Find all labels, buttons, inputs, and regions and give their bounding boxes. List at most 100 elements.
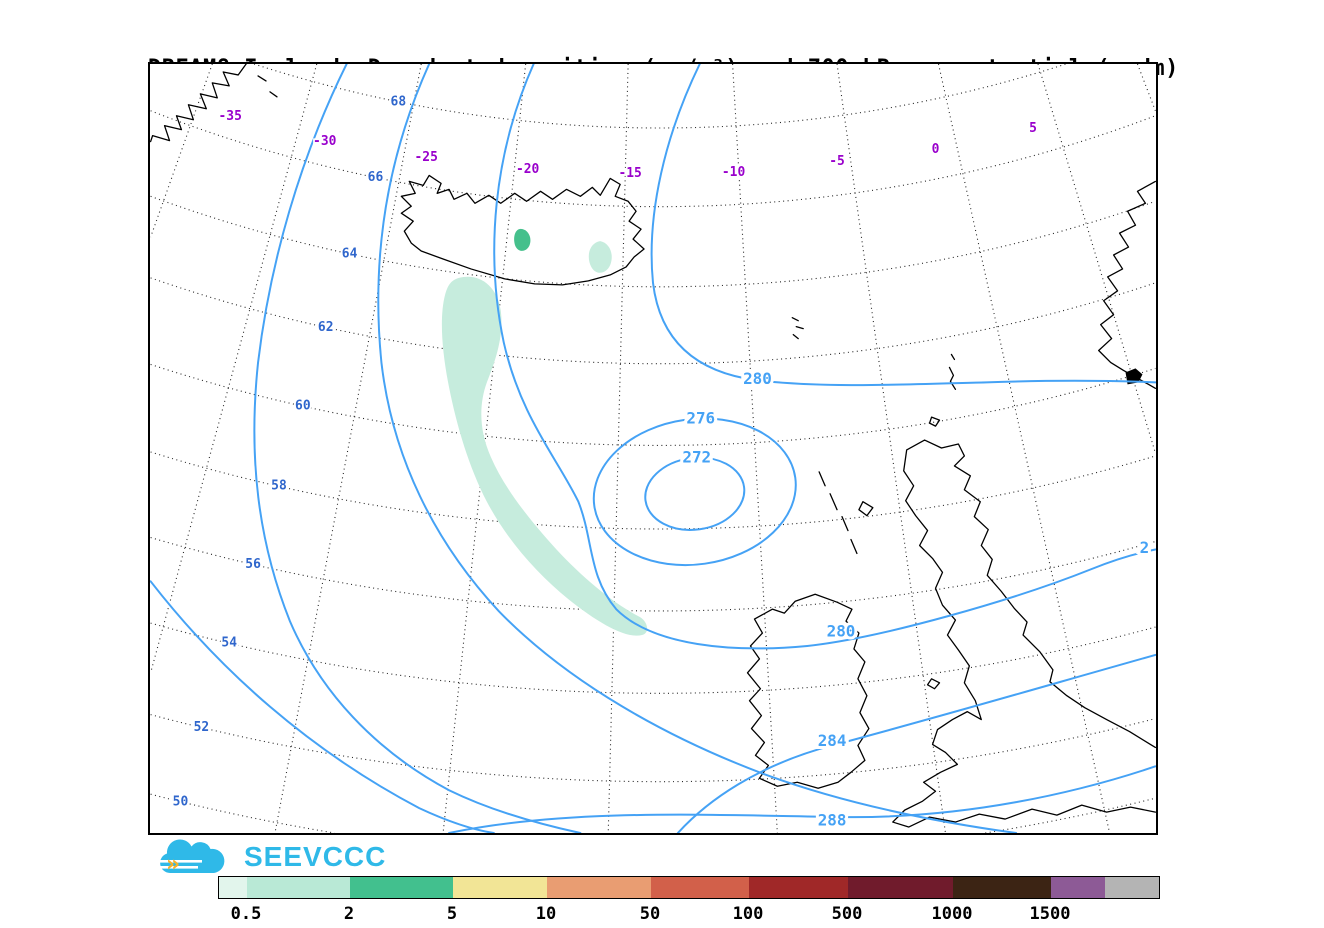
cloud-shape (160, 839, 225, 873)
geopotential-contour-272 (644, 456, 746, 531)
coastline-orkney (928, 416, 941, 427)
dust-spot-green (514, 228, 531, 251)
coastline-norway-fjords (1125, 368, 1143, 385)
longitude-label: -35 (219, 109, 242, 124)
longitude-label: -30 (313, 134, 336, 149)
cloud-stripe (156, 866, 198, 869)
colorbar-tick-label: 50 (639, 904, 661, 924)
longitude-label: 5 (1029, 121, 1037, 136)
deposition-colorbar: 0.5 2 5 10 50 100 500 1000 1500 (218, 876, 1160, 928)
colorbar-segment (749, 877, 848, 898)
latitude-label: 58 (271, 478, 287, 493)
parallel-line (150, 363, 1156, 446)
meridian-line (836, 64, 947, 833)
colorbar-tick-label: 1000 (931, 904, 973, 924)
longitude-label: -10 (722, 165, 745, 180)
colorbar-segment (453, 877, 547, 898)
geopotential-contour (253, 64, 582, 833)
meridian-line (1037, 64, 1156, 454)
geopotential-contour (150, 580, 495, 833)
colorbar-segment (547, 877, 651, 898)
contour-label-284: 284 (818, 731, 847, 750)
coastline-great-britain (892, 439, 1156, 828)
latitude-label: 66 (368, 170, 384, 185)
colorbar-segment (219, 877, 247, 898)
contour-label-edge-partial: 2 (1140, 538, 1150, 557)
colorbar-segment (953, 877, 1051, 898)
parallel-line (253, 64, 1067, 129)
colorbar-segment (651, 877, 749, 898)
parallel-line (150, 793, 335, 833)
colorbar-tick-labels: 0.5 2 5 10 50 100 500 1000 1500 (218, 904, 1158, 928)
latitude-labels: 68 66 64 62 60 58 56 54 52 50 (171, 93, 408, 812)
map-frame: -35 -30 -25 -20 -15 -10 -5 0 5 68 66 64 … (148, 62, 1158, 835)
longitude-label: 0 (932, 142, 940, 157)
coastline-hebrides (818, 471, 874, 555)
seevccc-logo: » SEEVCCC (150, 837, 386, 877)
meridian-line (150, 64, 318, 673)
latitude-label: 60 (295, 399, 311, 414)
seevccc-cloud-icon: » (156, 839, 225, 877)
contour-label-288: 288 (818, 811, 847, 830)
latitude-label: 54 (221, 635, 237, 650)
colorbar-segments (218, 876, 1160, 899)
weather-map: -35 -30 -25 -20 -15 -10 -5 0 5 68 66 64 … (150, 64, 1156, 833)
colorbar-tick-label: 10 (535, 904, 557, 924)
geopotential-contour-280-south (493, 64, 1156, 650)
colorbar-tick-label: 5 (446, 904, 458, 924)
seevccc-logo-text: SEEVCCC (244, 841, 387, 872)
longitude-label: -15 (618, 166, 641, 181)
contour-label-280-north: 280 (743, 369, 772, 388)
meridian-line (274, 64, 422, 833)
contour-label-272: 272 (682, 447, 711, 466)
longitude-labels: -35 -30 -25 -20 -15 -10 -5 0 5 (217, 107, 1039, 182)
dust-plume-area (441, 276, 648, 636)
coastlines-layer (150, 64, 1156, 828)
double-chevron-icon: » (166, 852, 180, 877)
latitude-label: 68 (391, 94, 407, 109)
latitude-label: 50 (173, 795, 189, 810)
graticule-grid (150, 64, 1156, 833)
dust-deposition-layer (441, 228, 648, 636)
geopotential-contour (377, 64, 1018, 833)
colorbar-segment (350, 877, 453, 898)
meridian-line (150, 64, 213, 238)
dust-spot-area (588, 241, 612, 273)
latitude-label: 64 (342, 247, 358, 262)
meridian-line (732, 64, 778, 833)
meridian-line (937, 64, 1111, 833)
parallel-line (150, 622, 1156, 694)
cloud-stripe (156, 860, 202, 863)
geopotential-contour-288 (448, 765, 1156, 833)
latitude-label: 56 (245, 557, 261, 572)
latitude-label: 62 (318, 320, 334, 335)
geopotential-contour-284 (676, 653, 1156, 833)
colorbar-tick-label: 100 (732, 904, 764, 924)
coastline-greenland (150, 64, 278, 143)
colorbar-tick-label: 0.5 (230, 904, 262, 924)
colorbar-segment (1051, 877, 1105, 898)
geopotential-contour-280-north (650, 64, 1156, 387)
colorbar-tick-label: 1500 (1029, 904, 1071, 924)
colorbar-tick-label: 500 (831, 904, 863, 924)
contour-label-280-south: 280 (827, 622, 856, 641)
geopotential-contours-layer (150, 64, 1156, 833)
longitude-label: -5 (829, 154, 845, 169)
coastline-ireland (746, 593, 870, 789)
longitude-label: -25 (415, 150, 438, 165)
contour-label-276: 276 (686, 409, 715, 428)
coastline-shetland (948, 353, 957, 390)
colorbar-tick-label: 2 (343, 904, 355, 924)
colorbar-segment (1105, 877, 1159, 898)
geopotential-contour-276 (592, 417, 797, 567)
coastline-iceland (400, 174, 645, 286)
meridian-line (1136, 64, 1156, 111)
coastline-isle-of-man (926, 678, 941, 690)
latitude-label: 52 (194, 720, 210, 735)
coastline-faroe-islands (791, 317, 804, 340)
coastline-norway (1098, 180, 1156, 389)
meridian-line (607, 64, 629, 833)
parallel-line (150, 110, 1156, 208)
colorbar-segment (247, 877, 350, 898)
parallel-line (150, 277, 1156, 365)
